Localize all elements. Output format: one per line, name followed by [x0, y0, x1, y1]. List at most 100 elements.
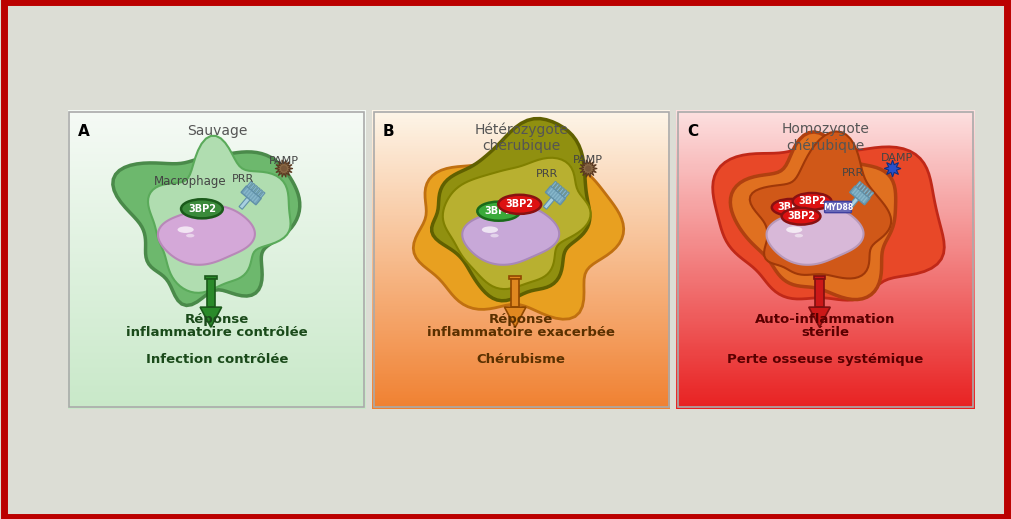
Bar	[68, 251, 366, 252]
Bar	[372, 265, 670, 267]
Bar	[68, 243, 366, 244]
Bar	[68, 151, 366, 152]
Bar	[372, 234, 670, 236]
Bar	[372, 389, 670, 391]
Bar	[68, 289, 366, 291]
Bar	[676, 237, 975, 239]
Bar	[676, 142, 975, 143]
Bar	[676, 374, 975, 376]
Bar	[372, 252, 670, 254]
Bar	[372, 360, 670, 361]
Bar	[676, 222, 975, 224]
Bar	[676, 328, 975, 330]
Bar	[676, 377, 975, 379]
Bar	[676, 324, 975, 325]
Bar	[372, 122, 670, 124]
Text: 3BP2: 3BP2	[506, 199, 534, 209]
Bar	[372, 149, 670, 151]
Bar	[852, 188, 858, 196]
Bar	[676, 124, 975, 125]
Bar	[372, 330, 670, 331]
Bar	[372, 210, 670, 212]
Bar	[676, 275, 975, 276]
Bar	[676, 169, 975, 170]
Bar	[554, 183, 559, 190]
Bar	[676, 306, 975, 307]
Bar	[372, 251, 670, 252]
Bar	[68, 374, 366, 376]
Text: C: C	[686, 124, 698, 139]
Bar	[858, 183, 863, 190]
Bar	[372, 318, 670, 319]
Bar	[68, 261, 366, 263]
Bar	[372, 233, 670, 234]
Bar	[676, 264, 975, 265]
Bar	[676, 352, 975, 353]
Text: stérile: stérile	[802, 326, 849, 339]
Bar	[372, 145, 670, 146]
Bar	[676, 171, 975, 173]
Bar	[676, 407, 975, 408]
Bar	[372, 118, 670, 119]
Bar	[68, 270, 366, 271]
Bar	[676, 224, 975, 225]
Bar	[556, 195, 563, 202]
Text: 3BP2: 3BP2	[777, 202, 805, 212]
Bar	[68, 111, 366, 112]
Bar	[68, 267, 366, 268]
Bar	[676, 357, 975, 358]
FancyBboxPatch shape	[825, 201, 851, 213]
Polygon shape	[885, 160, 901, 177]
Bar	[68, 230, 366, 231]
Bar	[372, 130, 670, 131]
Bar	[676, 362, 975, 364]
Bar	[68, 334, 366, 336]
Bar	[250, 194, 257, 201]
Bar	[68, 331, 366, 333]
Bar	[372, 267, 670, 268]
Bar	[372, 119, 670, 121]
Polygon shape	[200, 307, 221, 327]
Bar	[372, 209, 670, 210]
Bar	[68, 169, 366, 170]
Text: inflammatoire exacerbée: inflammatoire exacerbée	[428, 326, 615, 339]
Bar	[250, 183, 255, 190]
Bar	[676, 225, 975, 227]
Bar	[372, 255, 670, 256]
Bar	[68, 146, 366, 148]
Bar	[68, 131, 366, 133]
Polygon shape	[148, 136, 290, 293]
Ellipse shape	[795, 234, 803, 237]
Bar	[68, 140, 366, 142]
Bar	[68, 213, 366, 215]
Bar	[68, 145, 366, 146]
Polygon shape	[504, 307, 526, 327]
Text: chérubique: chérubique	[787, 139, 864, 153]
Bar	[676, 280, 975, 282]
Bar	[676, 386, 975, 388]
Bar	[68, 386, 366, 388]
Bar	[676, 249, 975, 251]
Text: DAMP: DAMP	[881, 153, 913, 163]
Bar	[372, 121, 670, 122]
Bar	[676, 340, 975, 342]
Bar	[68, 306, 366, 307]
Bar	[68, 159, 366, 161]
Text: Homozygote: Homozygote	[782, 122, 869, 136]
Bar	[68, 304, 366, 306]
Bar	[676, 230, 975, 231]
Bar	[676, 398, 975, 400]
Bar	[68, 193, 366, 194]
Bar	[372, 173, 670, 174]
Bar	[372, 157, 670, 158]
Bar	[372, 228, 670, 230]
Polygon shape	[750, 131, 891, 279]
Bar	[68, 182, 366, 183]
Bar	[676, 218, 975, 219]
Bar	[676, 240, 975, 242]
Bar	[372, 350, 670, 352]
Bar	[372, 353, 670, 355]
Bar	[68, 352, 366, 353]
Text: Chérubisme: Chérubisme	[477, 353, 565, 366]
Bar	[676, 143, 975, 145]
